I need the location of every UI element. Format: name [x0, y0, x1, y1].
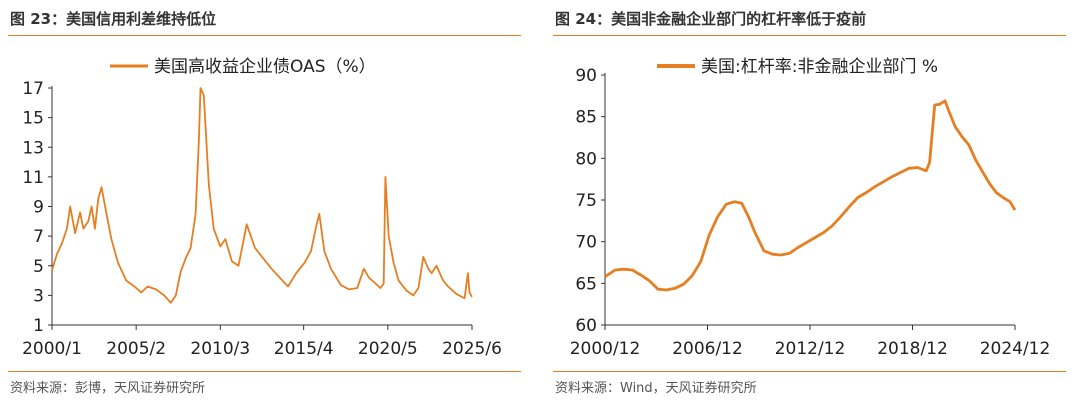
y-tick-label: 1: [33, 316, 44, 336]
title-divider: [8, 35, 521, 36]
chart-source: 资料来源：Wind，天风证券研究所: [555, 381, 757, 396]
chart-title: 图 24：美国非金融企业部门的杠杆率低于疫前: [555, 10, 867, 28]
y-tick-label: 15: [22, 109, 44, 129]
x-tick-label: 2018/12: [877, 339, 948, 359]
title-divider: [553, 35, 1066, 36]
y-tick-label: 80: [575, 149, 597, 169]
y-tick-label: 11: [22, 168, 44, 188]
y-tick-label: 7: [33, 227, 44, 247]
x-tick-label: 2020/5: [358, 339, 418, 359]
series-line: [51, 87, 473, 304]
y-tick-label: 5: [33, 257, 44, 277]
chart-leverage: 90 85 80 75 70 65 60 2000/12 2006/12 2012/12 2018/…: [570, 57, 1051, 359]
x-tick-label: 2025/6: [442, 339, 502, 359]
y-tick-label: 75: [575, 191, 597, 211]
x-tick-label: 2000/12: [570, 339, 641, 359]
x-tick-label: 2015/4: [274, 339, 334, 359]
chart-panel-left: 图 23：美国信用利差维持低位 17 15 13 11 9 7 5 3 1 2000/1 2005/…: [0, 0, 535, 406]
x-tick-label: 2005/2: [106, 339, 166, 359]
chart-source: 资料来源：彭博，天风证券研究所: [10, 381, 206, 396]
series-line: [604, 99, 1017, 292]
legend-label: 美国高收益企业债OAS（%）: [154, 57, 376, 77]
y-tick-label: 9: [33, 198, 44, 218]
y-tick-label: 65: [575, 274, 597, 294]
source-divider: [8, 371, 521, 372]
x-tick-label: 2010/3: [190, 339, 250, 359]
x-tick-label: 2006/12: [672, 339, 743, 359]
legend-label: 美国:杠杆率:非金融企业部门 %: [701, 57, 938, 77]
y-tick-label: 90: [575, 66, 597, 86]
y-tick-label: 60: [575, 316, 597, 336]
chart-oas: 17 15 13 11 9 7 5 3 1 2000/1 2005/2 2010/3 2015/4 202…: [22, 57, 502, 359]
y-tick-label: 13: [22, 138, 44, 158]
y-tick-label: 70: [575, 233, 597, 253]
x-tick-label: 2012/12: [775, 339, 846, 359]
chart-panel-right: 图 24：美国非金融企业部门的杠杆率低于疫前 90 85 80 75 70 65 60 200…: [545, 0, 1080, 406]
y-tick-label: 3: [33, 286, 44, 306]
source-divider: [553, 371, 1066, 372]
x-tick-label: 2024/12: [980, 339, 1051, 359]
chart-title: 图 23：美国信用利差维持低位: [10, 10, 217, 28]
y-tick-label: 85: [575, 108, 597, 128]
y-tick-label: 17: [22, 79, 44, 99]
x-tick-label: 2000/1: [22, 339, 82, 359]
